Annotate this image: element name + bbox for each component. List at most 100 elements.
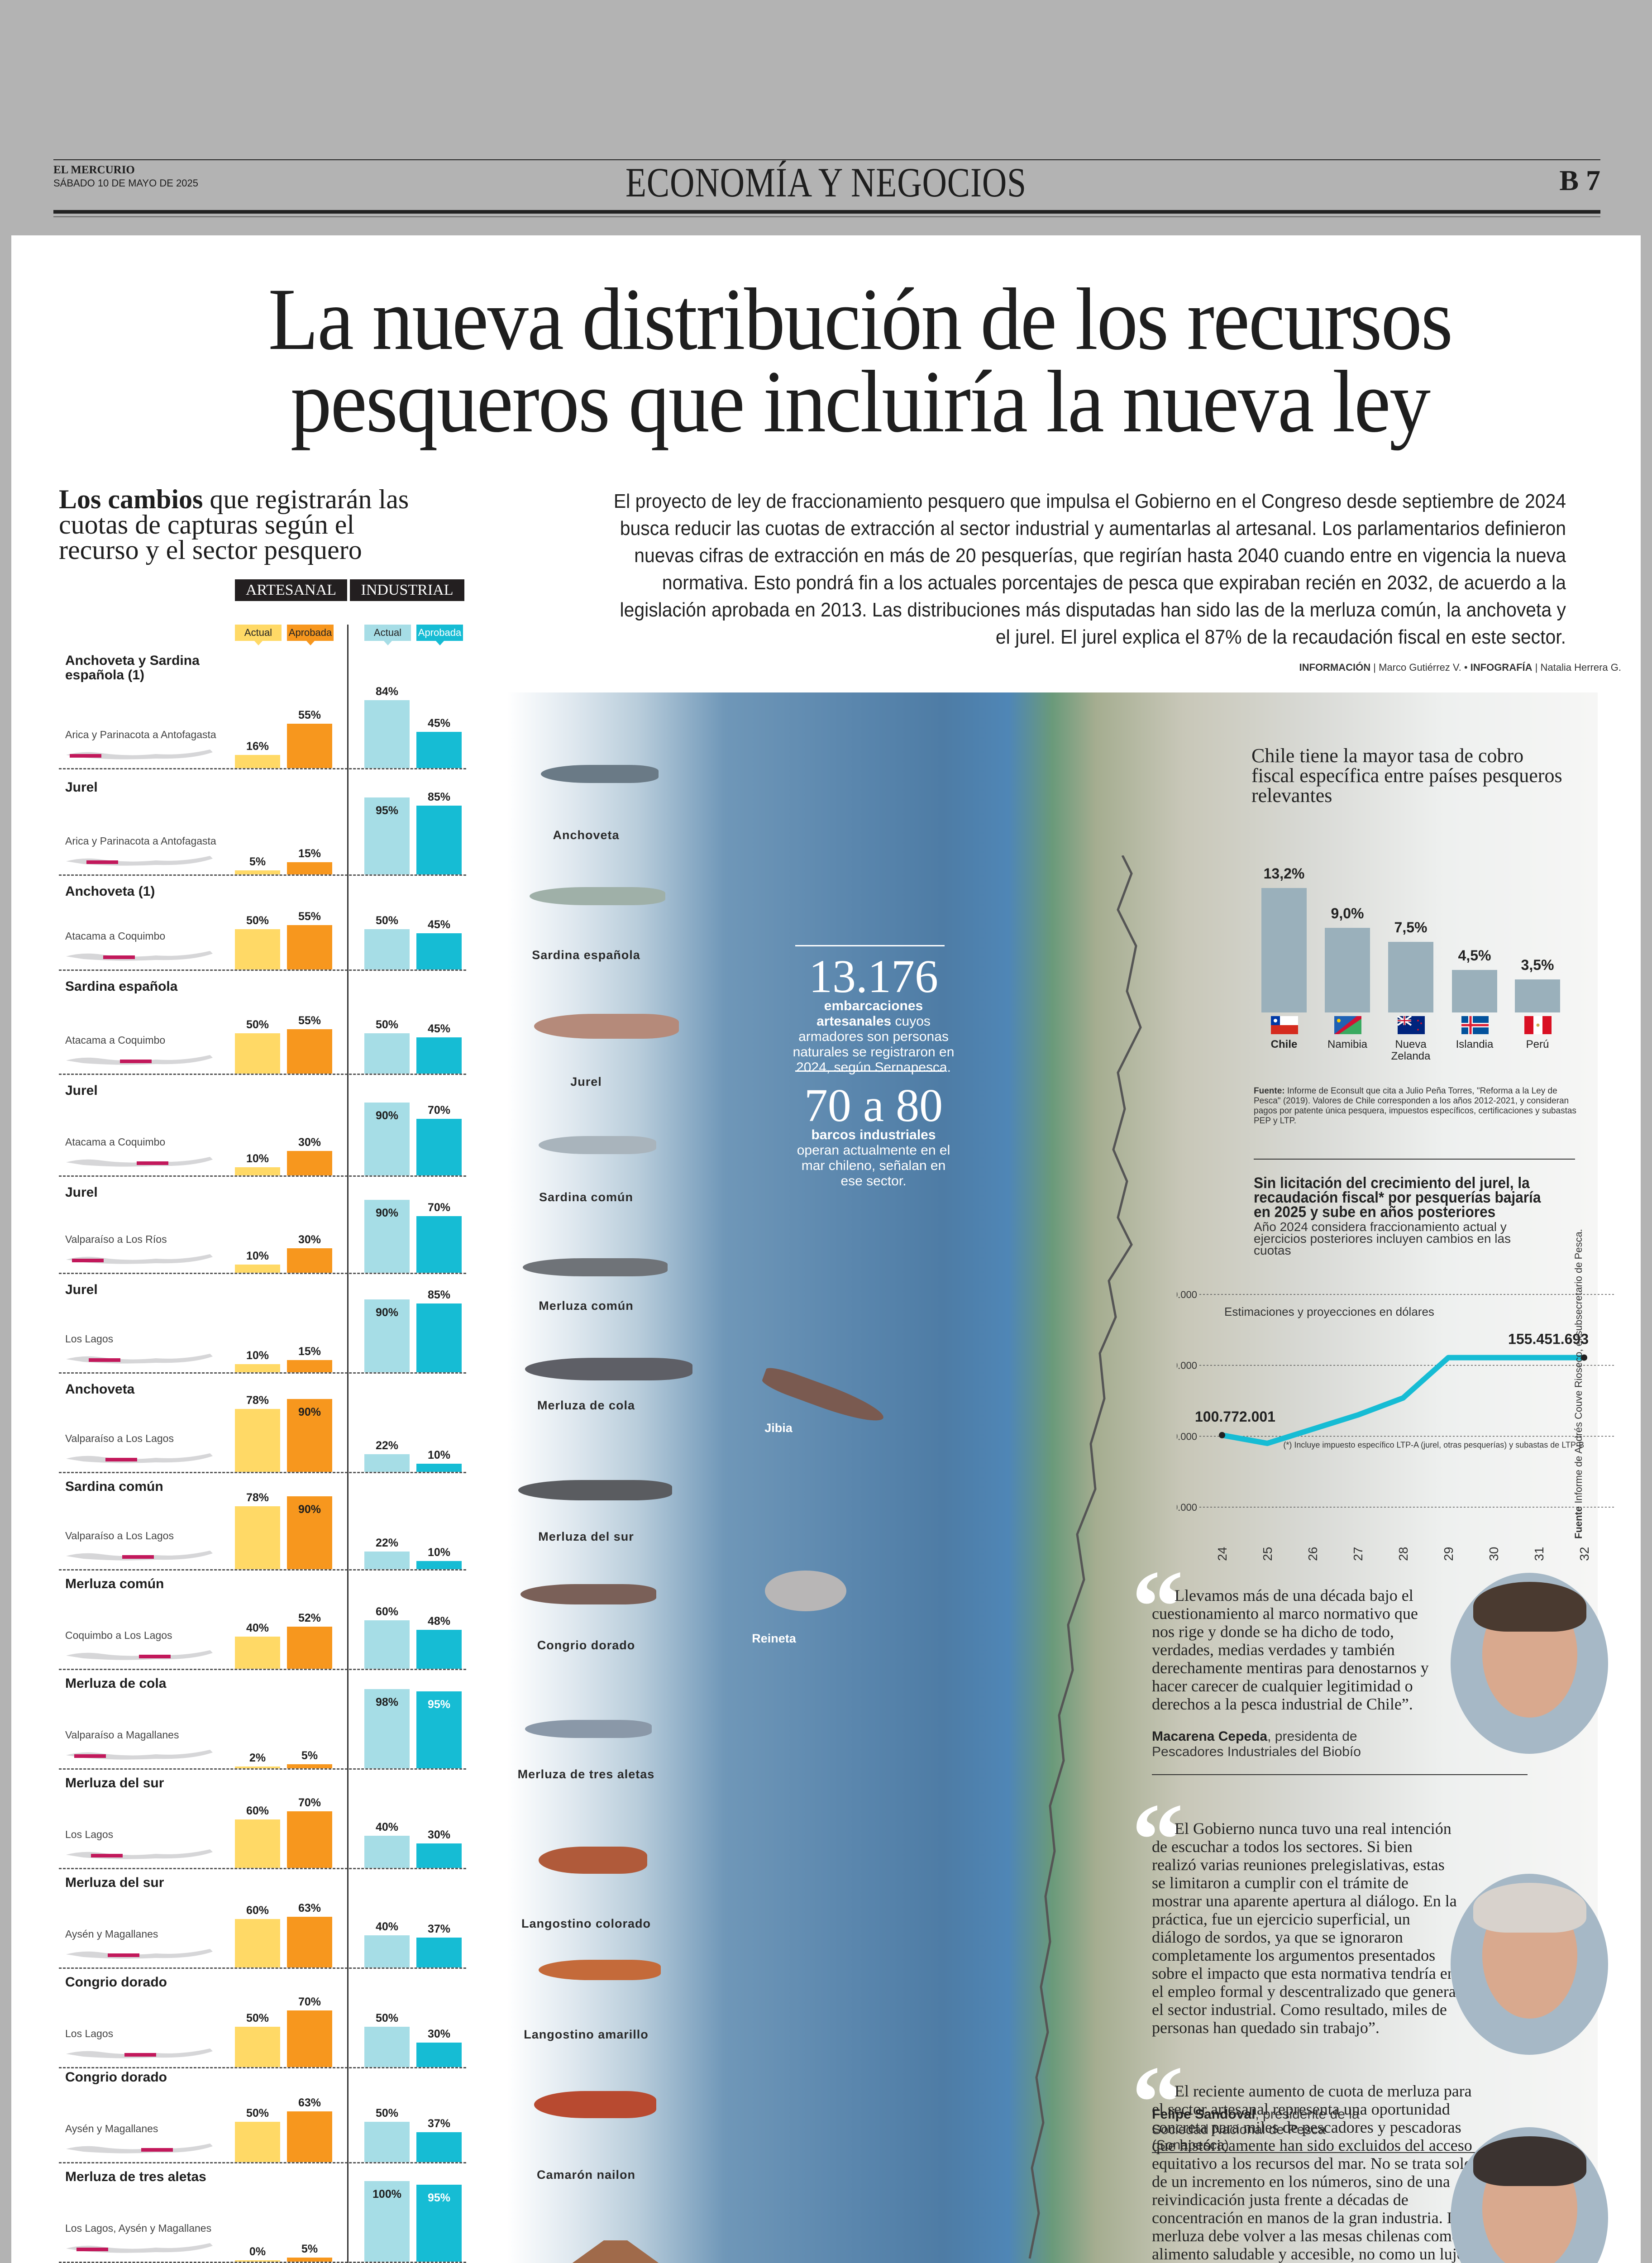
- quota-bar-aa: [235, 2026, 280, 2067]
- quota-bar-aa: [235, 929, 280, 969]
- quota-bar-ip: [416, 2132, 462, 2162]
- species-name: Merluza común: [65, 1576, 164, 1591]
- quota-value-ia: 50%: [375, 2106, 399, 2120]
- fiscal-bar: [1515, 979, 1560, 1012]
- quota-bar-ap: [287, 1496, 332, 1569]
- quota-bar-aa: [235, 2121, 280, 2162]
- quota-value-aa: 60%: [246, 1904, 269, 1917]
- intro-paragraph: El proyecto de ley de fraccionamiento pe…: [613, 490, 1566, 648]
- quota-value-ia: 22%: [375, 1439, 399, 1452]
- quota-value-ip: 37%: [427, 2117, 451, 2130]
- quota-value-aa: 40%: [246, 1621, 269, 1634]
- fiscal-country-label: Perú: [1526, 1038, 1549, 1050]
- x-tick-label: 2032: [1577, 1547, 1591, 1561]
- quota-value-ap: 63%: [298, 1901, 321, 1914]
- revenue-line: [1221, 1355, 1584, 1446]
- fiscal-chart-title: Chile tiene la mayor tasa de cobro fisca…: [1251, 745, 1562, 807]
- row-separator: [59, 1967, 466, 1969]
- avatar-photo: [1451, 1573, 1608, 1754]
- species-name: Merluza del sur: [65, 1875, 164, 1890]
- quota-row: Merluza de cola Valparaíso a Magallanes 2%…: [59, 1670, 466, 1770]
- quota-value-aa: 50%: [246, 2106, 269, 2120]
- legend-ind-actual: Actual: [364, 625, 411, 645]
- quota-bar-ip: [416, 1937, 462, 1967]
- quota-bar-aa: [235, 1636, 280, 1669]
- quota-value-aa: 50%: [246, 914, 269, 927]
- fiscal-bar-value: 3,5%: [1521, 957, 1554, 974]
- quota-value-ip: 30%: [427, 1829, 451, 1842]
- quota-bar-ip: [416, 1630, 462, 1669]
- quota-value-aa: 0%: [249, 2245, 266, 2258]
- quota-bar-ap: [287, 1811, 332, 1868]
- quota-bar-ap: [287, 1627, 332, 1669]
- quota-value-aa: 10%: [246, 1250, 269, 1263]
- legend-ind-aprobada: Aprobada: [416, 625, 463, 645]
- quota-bar-aa: [235, 755, 280, 768]
- quota-row: Jurel Valparaíso a Los Ríos 10% 30% 90% 70%: [59, 1179, 466, 1274]
- x-tick-label: 2029: [1442, 1547, 1456, 1561]
- quota-row: Sardina española Atacama a Coquimbo 50% 55%…: [59, 973, 466, 1075]
- avatar-photo: [1451, 1874, 1608, 2055]
- species-illustration-4: [539, 1136, 656, 1154]
- legend-art-actual: Actual: [235, 625, 282, 645]
- quota-value-aa: 50%: [246, 2011, 269, 2024]
- quota-value-ap: 15%: [298, 847, 321, 860]
- avatar-photo: [1451, 2127, 1608, 2263]
- quota-value-ap: 70%: [298, 1996, 321, 2009]
- quota-value-ip: 85%: [427, 791, 451, 804]
- credit-graphic-label: INFOGRAFÍA: [1470, 662, 1533, 673]
- quota-value-ap: 55%: [298, 910, 321, 923]
- quota-value-aa: 2%: [249, 1752, 266, 1765]
- quota-value-ia: 50%: [375, 1018, 399, 1031]
- quota-bar-ap: [287, 1248, 332, 1273]
- species-illustration-1: [541, 765, 659, 783]
- quota-bar-ia: [364, 1551, 410, 1569]
- quota-row: Merluza del sur Los Lagos 60% 70% 40% 30%: [59, 1770, 466, 1869]
- region-name: Coquimbo a Los Lagos: [65, 1629, 172, 1641]
- fiscal-bar: [1261, 888, 1307, 1012]
- quota-bar-aa: [235, 870, 280, 874]
- quota-bar-ap: [287, 1916, 332, 1967]
- species-illustration-2: [530, 887, 665, 905]
- quota-value-ap: 30%: [298, 1136, 321, 1149]
- fiscal-bar-value: 9,0%: [1331, 905, 1364, 921]
- quota-bar-ip: [416, 1464, 462, 1472]
- species-illustration-11: [539, 1960, 661, 1980]
- row-separator: [59, 1768, 466, 1770]
- species-label: Merluza de cola: [537, 1399, 635, 1412]
- quote-author: Felipe Sandoval: [1152, 2107, 1256, 2122]
- stat-rule-2: [795, 1070, 945, 1072]
- row-separator: [59, 1569, 466, 1571]
- quota-bar-ip: [416, 1303, 462, 1372]
- row-separator: [59, 874, 466, 876]
- chile-mini-map-icon: [65, 1053, 215, 1066]
- x-tick-label: 2024: [1215, 1547, 1229, 1561]
- species-illustration-6: [525, 1358, 692, 1380]
- quota-bar-aa: [235, 1033, 280, 1074]
- species-label: Camarón nailon: [536, 2168, 636, 2182]
- species-name: Anchoveta: [65, 1382, 135, 1397]
- quota-bar-ip: [416, 933, 462, 969]
- quota-bar-ia: [364, 700, 410, 768]
- species-label: Langostino amarillo: [524, 2028, 649, 2041]
- fiscal-bar-value: 13,2%: [1263, 865, 1305, 882]
- credit-graphic-name: Natalia Herrera G.: [1540, 662, 1621, 673]
- row-separator: [59, 1472, 466, 1473]
- quotas-title-rest: que registrarán las cuotas de capturas s…: [59, 484, 409, 565]
- quote-mark-icon: “: [1132, 1782, 1184, 1897]
- quota-bar-ip: [416, 2185, 462, 2262]
- quote-attribution: Felipe Sandoval, presidente de la Socied…: [1152, 2107, 1405, 2153]
- quota-value-ia: 100%: [372, 2187, 401, 2201]
- quota-bar-ap: [287, 1029, 332, 1074]
- species-name: Sardina española: [65, 979, 178, 994]
- quota-bar-ia: [364, 1033, 410, 1074]
- quote-author-role: , presidente de la Sociedad Nacional de …: [1152, 2107, 1360, 2153]
- quota-bar-aa: [235, 1819, 280, 1868]
- species-name: Jurel: [65, 1185, 98, 1200]
- chile-mini-map-icon: [65, 2047, 215, 2059]
- stat-1-number: 13.176: [809, 950, 938, 1003]
- quota-bar-ia: [364, 1103, 410, 1175]
- quota-bar-ap: [287, 2111, 332, 2162]
- quota-value-ia: 90%: [375, 1207, 399, 1220]
- quota-bar-ia: [364, 1299, 410, 1372]
